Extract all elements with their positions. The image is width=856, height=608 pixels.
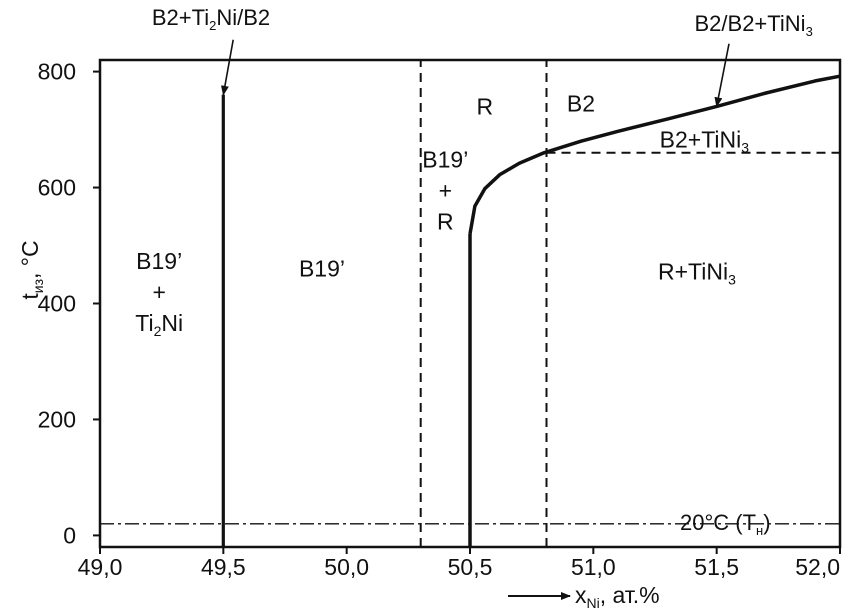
region-label-r1: +: [152, 279, 165, 305]
region-label-r2: B19’: [299, 256, 345, 282]
x-tick-label: 49,5: [201, 554, 246, 580]
y-tick-label: 400: [38, 291, 76, 317]
callout-label-c1: B2+Ti2Ni/B2: [152, 5, 270, 33]
y-tick-label: 0: [63, 522, 76, 548]
region-label-r5: B2: [567, 90, 595, 116]
callout-arrow-c1: [220, 39, 234, 96]
x-tick-label: 50,5: [448, 554, 493, 580]
y-axis-var: t: [17, 293, 43, 300]
x-tick-label: 51,5: [694, 554, 739, 580]
region-label-r7: R+TiNi3​: [658, 259, 736, 288]
y-tick-label: 200: [38, 406, 76, 432]
x-axis-var: x: [575, 582, 587, 608]
x-tick-label: 49,0: [78, 554, 123, 580]
y-axis-var-subscript: из: [30, 279, 46, 293]
callout-arrow-c2: [714, 43, 730, 108]
region-labels: B19’ + Ti2Ni B19’ B19’ + R R B2 B2+TiNi3​ R+TiNi3​: [135, 90, 749, 338]
svg-text:xNi, ат.%: xNi, ат.%: [575, 582, 660, 608]
room-temperature-label: 20°C (Tн): [680, 510, 771, 538]
x-axis-var-subscript: Ni: [587, 595, 600, 608]
callout-label-c2: B2/B2+TiNi3​: [695, 11, 813, 39]
y-tick-label: 600: [38, 175, 76, 201]
region-label-r1: Ti2Ni: [135, 310, 183, 339]
region-label-r3: +: [439, 177, 452, 203]
callouts: B2+Ti2Ni/B2 B2/B2+TiNi3​: [152, 5, 813, 108]
region-label-r1: B19’: [136, 248, 182, 274]
x-tick-label: 51,0: [571, 554, 616, 580]
region-label-r3: R: [437, 208, 454, 234]
x-tick-label: 50,0: [324, 554, 369, 580]
region-label-r6: B2+TiNi3​: [660, 126, 750, 155]
region-label-r3: B19’: [422, 146, 468, 172]
b2-tini3-solvus: [468, 74, 841, 235]
x-axis-ticks: 49,0 49,5 50,0 50,5 51,0 51,5 52,0: [78, 547, 841, 580]
x-axis-unit: , ат.%: [600, 582, 660, 608]
region-label-r4: R: [476, 93, 493, 119]
y-axis-unit: , °C: [17, 240, 43, 279]
x-axis-label: xNi, ат.%: [508, 582, 660, 608]
y-axis-label: tиз, °C: [17, 240, 46, 299]
x-tick-label: 52,0: [795, 554, 840, 580]
y-axis-ticks: 0 200 400 600 800: [38, 59, 100, 548]
y-tick-label: 800: [38, 59, 76, 85]
plot-lines: [100, 60, 841, 547]
